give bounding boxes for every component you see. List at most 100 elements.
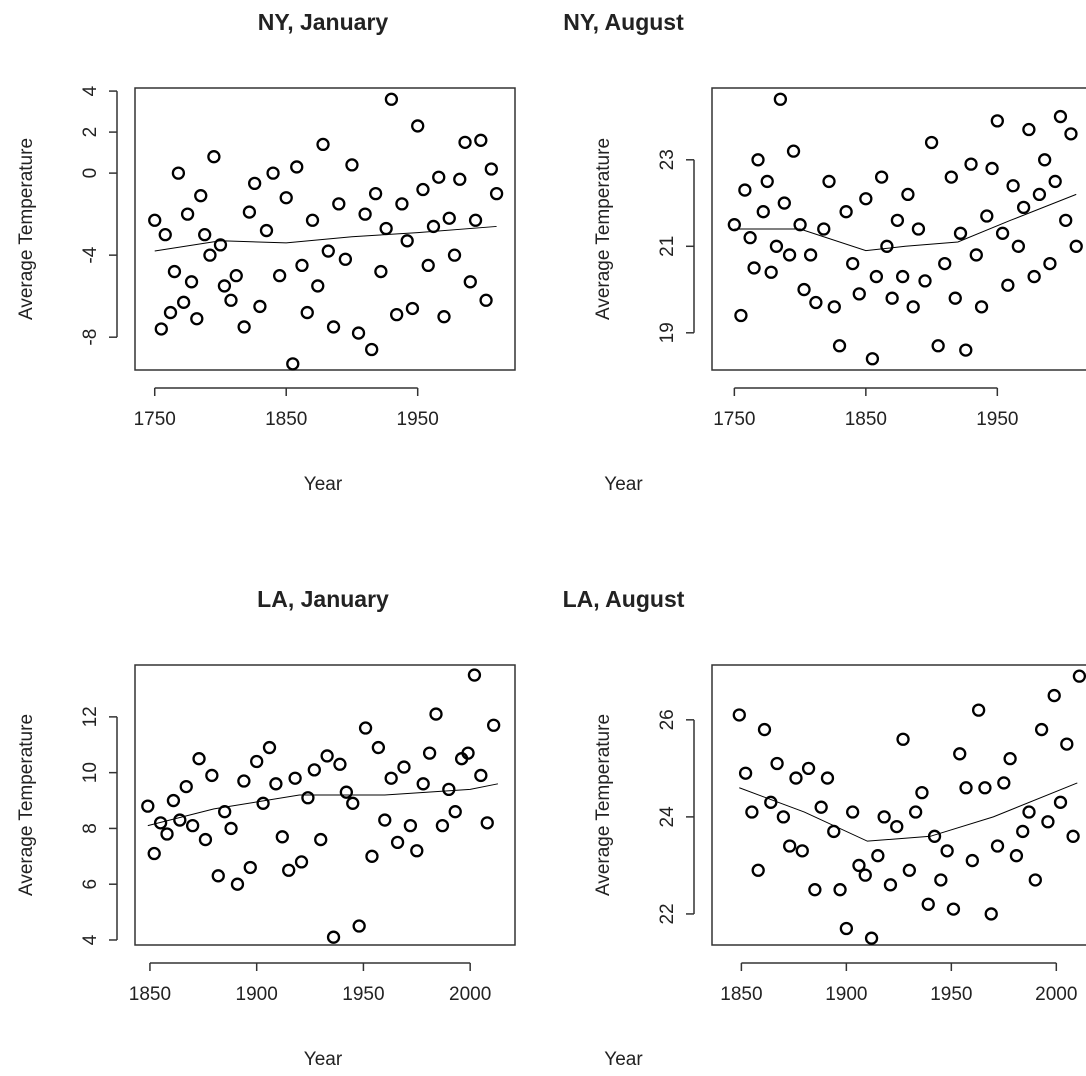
point	[374, 264, 388, 279]
point	[179, 779, 193, 794]
y-tick-label: 12	[80, 706, 101, 727]
point	[468, 213, 483, 227]
point	[442, 782, 456, 797]
point	[985, 161, 999, 176]
point	[390, 835, 405, 850]
point	[358, 721, 373, 735]
point	[171, 166, 186, 180]
point	[300, 305, 314, 320]
point	[269, 777, 283, 791]
point	[405, 301, 420, 316]
point	[282, 863, 296, 877]
point	[764, 795, 778, 809]
point	[203, 248, 217, 262]
point	[198, 227, 212, 242]
point	[1038, 153, 1052, 167]
point	[275, 830, 289, 844]
point	[959, 781, 973, 795]
point	[243, 860, 257, 875]
point	[160, 827, 174, 841]
point	[858, 868, 872, 882]
y-tick-label: 8	[80, 823, 101, 834]
point	[964, 157, 978, 171]
point	[971, 703, 986, 717]
point	[931, 339, 945, 353]
point	[820, 771, 835, 785]
point	[429, 707, 443, 721]
point	[1053, 109, 1068, 124]
point	[426, 219, 441, 234]
x-axis-label: Year	[304, 474, 343, 495]
point	[814, 800, 828, 814]
point	[773, 92, 788, 106]
point	[333, 757, 347, 771]
point	[311, 279, 325, 293]
point	[286, 357, 300, 371]
point	[770, 756, 784, 771]
point	[727, 218, 742, 232]
point	[959, 343, 973, 357]
point	[832, 339, 847, 353]
point	[166, 793, 181, 808]
point	[756, 205, 770, 219]
point	[745, 805, 759, 819]
x-tick-label: 1850	[129, 984, 171, 1005]
point	[294, 855, 309, 869]
point	[839, 921, 854, 936]
point	[272, 269, 287, 283]
point	[346, 796, 360, 810]
point	[345, 158, 359, 172]
point	[743, 231, 757, 245]
x-axis-label: Year	[604, 1049, 643, 1070]
point	[141, 799, 155, 813]
point	[852, 287, 866, 301]
point	[874, 170, 889, 184]
point	[776, 810, 791, 824]
point	[192, 752, 206, 766]
point	[990, 839, 1005, 853]
x-tick-label: 1950	[930, 984, 972, 1005]
point	[217, 279, 232, 293]
point	[782, 248, 797, 262]
y-tick-label: 2	[80, 127, 101, 138]
point	[314, 832, 328, 847]
point	[358, 207, 372, 221]
x-axis-label: Year	[604, 474, 643, 495]
point	[980, 209, 994, 223]
y-tick-label: 26	[657, 709, 678, 730]
point	[194, 189, 208, 203]
point	[479, 293, 493, 307]
point	[1003, 752, 1017, 766]
point	[946, 902, 961, 916]
y-tick-label: 4	[80, 85, 101, 96]
point	[757, 722, 772, 737]
point	[783, 839, 797, 853]
x-tick-label: 1900	[825, 984, 867, 1005]
point	[397, 760, 411, 774]
point	[1059, 213, 1073, 227]
point	[326, 320, 341, 334]
point	[432, 170, 446, 184]
point	[769, 239, 784, 253]
point	[307, 763, 321, 777]
point	[448, 805, 462, 819]
point	[869, 269, 884, 284]
point	[316, 137, 330, 152]
point	[326, 930, 341, 944]
y-axis-label: Average Temperature	[593, 138, 614, 320]
x-tick-label: 2000	[449, 984, 491, 1005]
point	[365, 849, 379, 863]
point	[474, 133, 488, 147]
point	[953, 747, 967, 761]
point	[242, 205, 257, 219]
point	[177, 295, 191, 309]
point	[1043, 256, 1057, 271]
point	[410, 844, 424, 858]
point	[339, 785, 353, 799]
y-axis-label: Average Temperature	[593, 714, 614, 896]
point	[1028, 873, 1042, 887]
point	[237, 320, 251, 334]
point	[153, 816, 168, 830]
point	[1027, 269, 1041, 284]
point	[948, 291, 962, 305]
